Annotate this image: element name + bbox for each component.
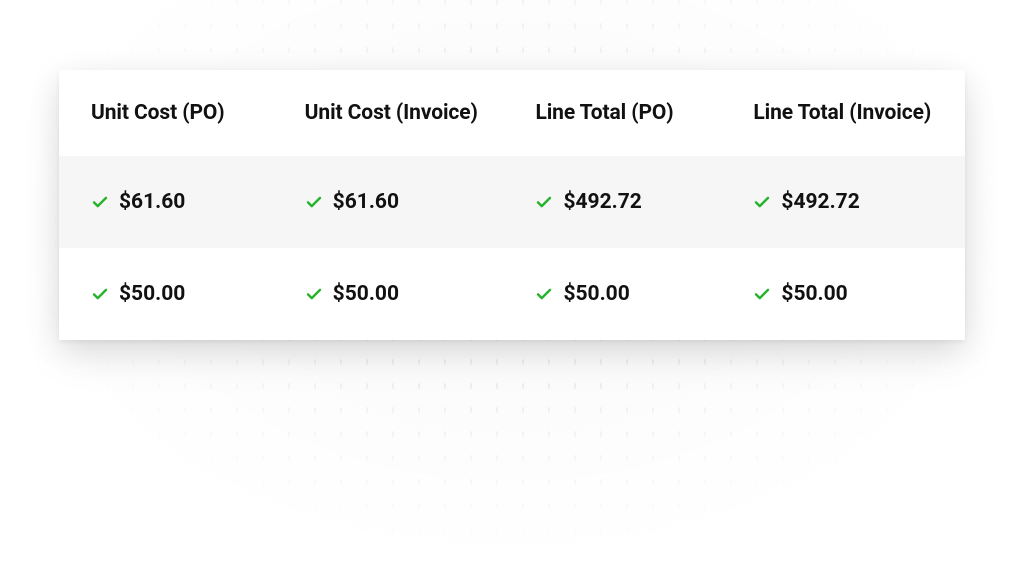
table-cell: $50.00 <box>721 282 965 306</box>
table-cell: $50.00 <box>59 282 273 306</box>
cell-value: $50.00 <box>563 282 629 306</box>
cell-value: $50.00 <box>781 282 847 306</box>
table-row: $50.00 $50.00 $50.00 $50.00 <box>59 248 965 340</box>
cell-value: $492.72 <box>781 190 859 214</box>
check-icon <box>305 193 323 211</box>
column-header-line-total-po: Line Total (PO) <box>503 101 721 125</box>
check-icon <box>91 285 109 303</box>
check-icon <box>91 193 109 211</box>
table-cell: $492.72 <box>503 190 721 214</box>
table-cell: $61.60 <box>273 190 504 214</box>
column-header-label: Unit Cost (Invoice) <box>305 101 478 125</box>
check-icon <box>305 285 323 303</box>
column-header-unit-cost-po: Unit Cost (PO) <box>59 101 273 125</box>
column-header-label: Line Total (PO) <box>535 101 673 125</box>
check-icon <box>753 193 771 211</box>
cell-value: $50.00 <box>119 282 185 306</box>
table-cell: $492.72 <box>721 190 965 214</box>
column-header-line-total-invoice: Line Total (Invoice) <box>721 101 965 125</box>
cell-value: $61.60 <box>333 190 399 214</box>
check-icon <box>535 285 553 303</box>
column-header-label: Line Total (Invoice) <box>753 101 931 125</box>
check-icon <box>535 193 553 211</box>
cell-value: $492.72 <box>563 190 641 214</box>
cell-value: $50.00 <box>333 282 399 306</box>
cell-value: $61.60 <box>119 190 185 214</box>
column-header-unit-cost-invoice: Unit Cost (Invoice) <box>273 101 504 125</box>
column-header-label: Unit Cost (PO) <box>91 101 225 125</box>
table-row: $61.60 $61.60 $492.72 $492.72 <box>59 156 965 248</box>
table-cell: $50.00 <box>273 282 504 306</box>
table-cell: $50.00 <box>503 282 721 306</box>
cost-comparison-table: Unit Cost (PO) Unit Cost (Invoice) Line … <box>59 70 965 340</box>
table-header-row: Unit Cost (PO) Unit Cost (Invoice) Line … <box>59 70 965 156</box>
table-cell: $61.60 <box>59 190 273 214</box>
check-icon <box>753 285 771 303</box>
